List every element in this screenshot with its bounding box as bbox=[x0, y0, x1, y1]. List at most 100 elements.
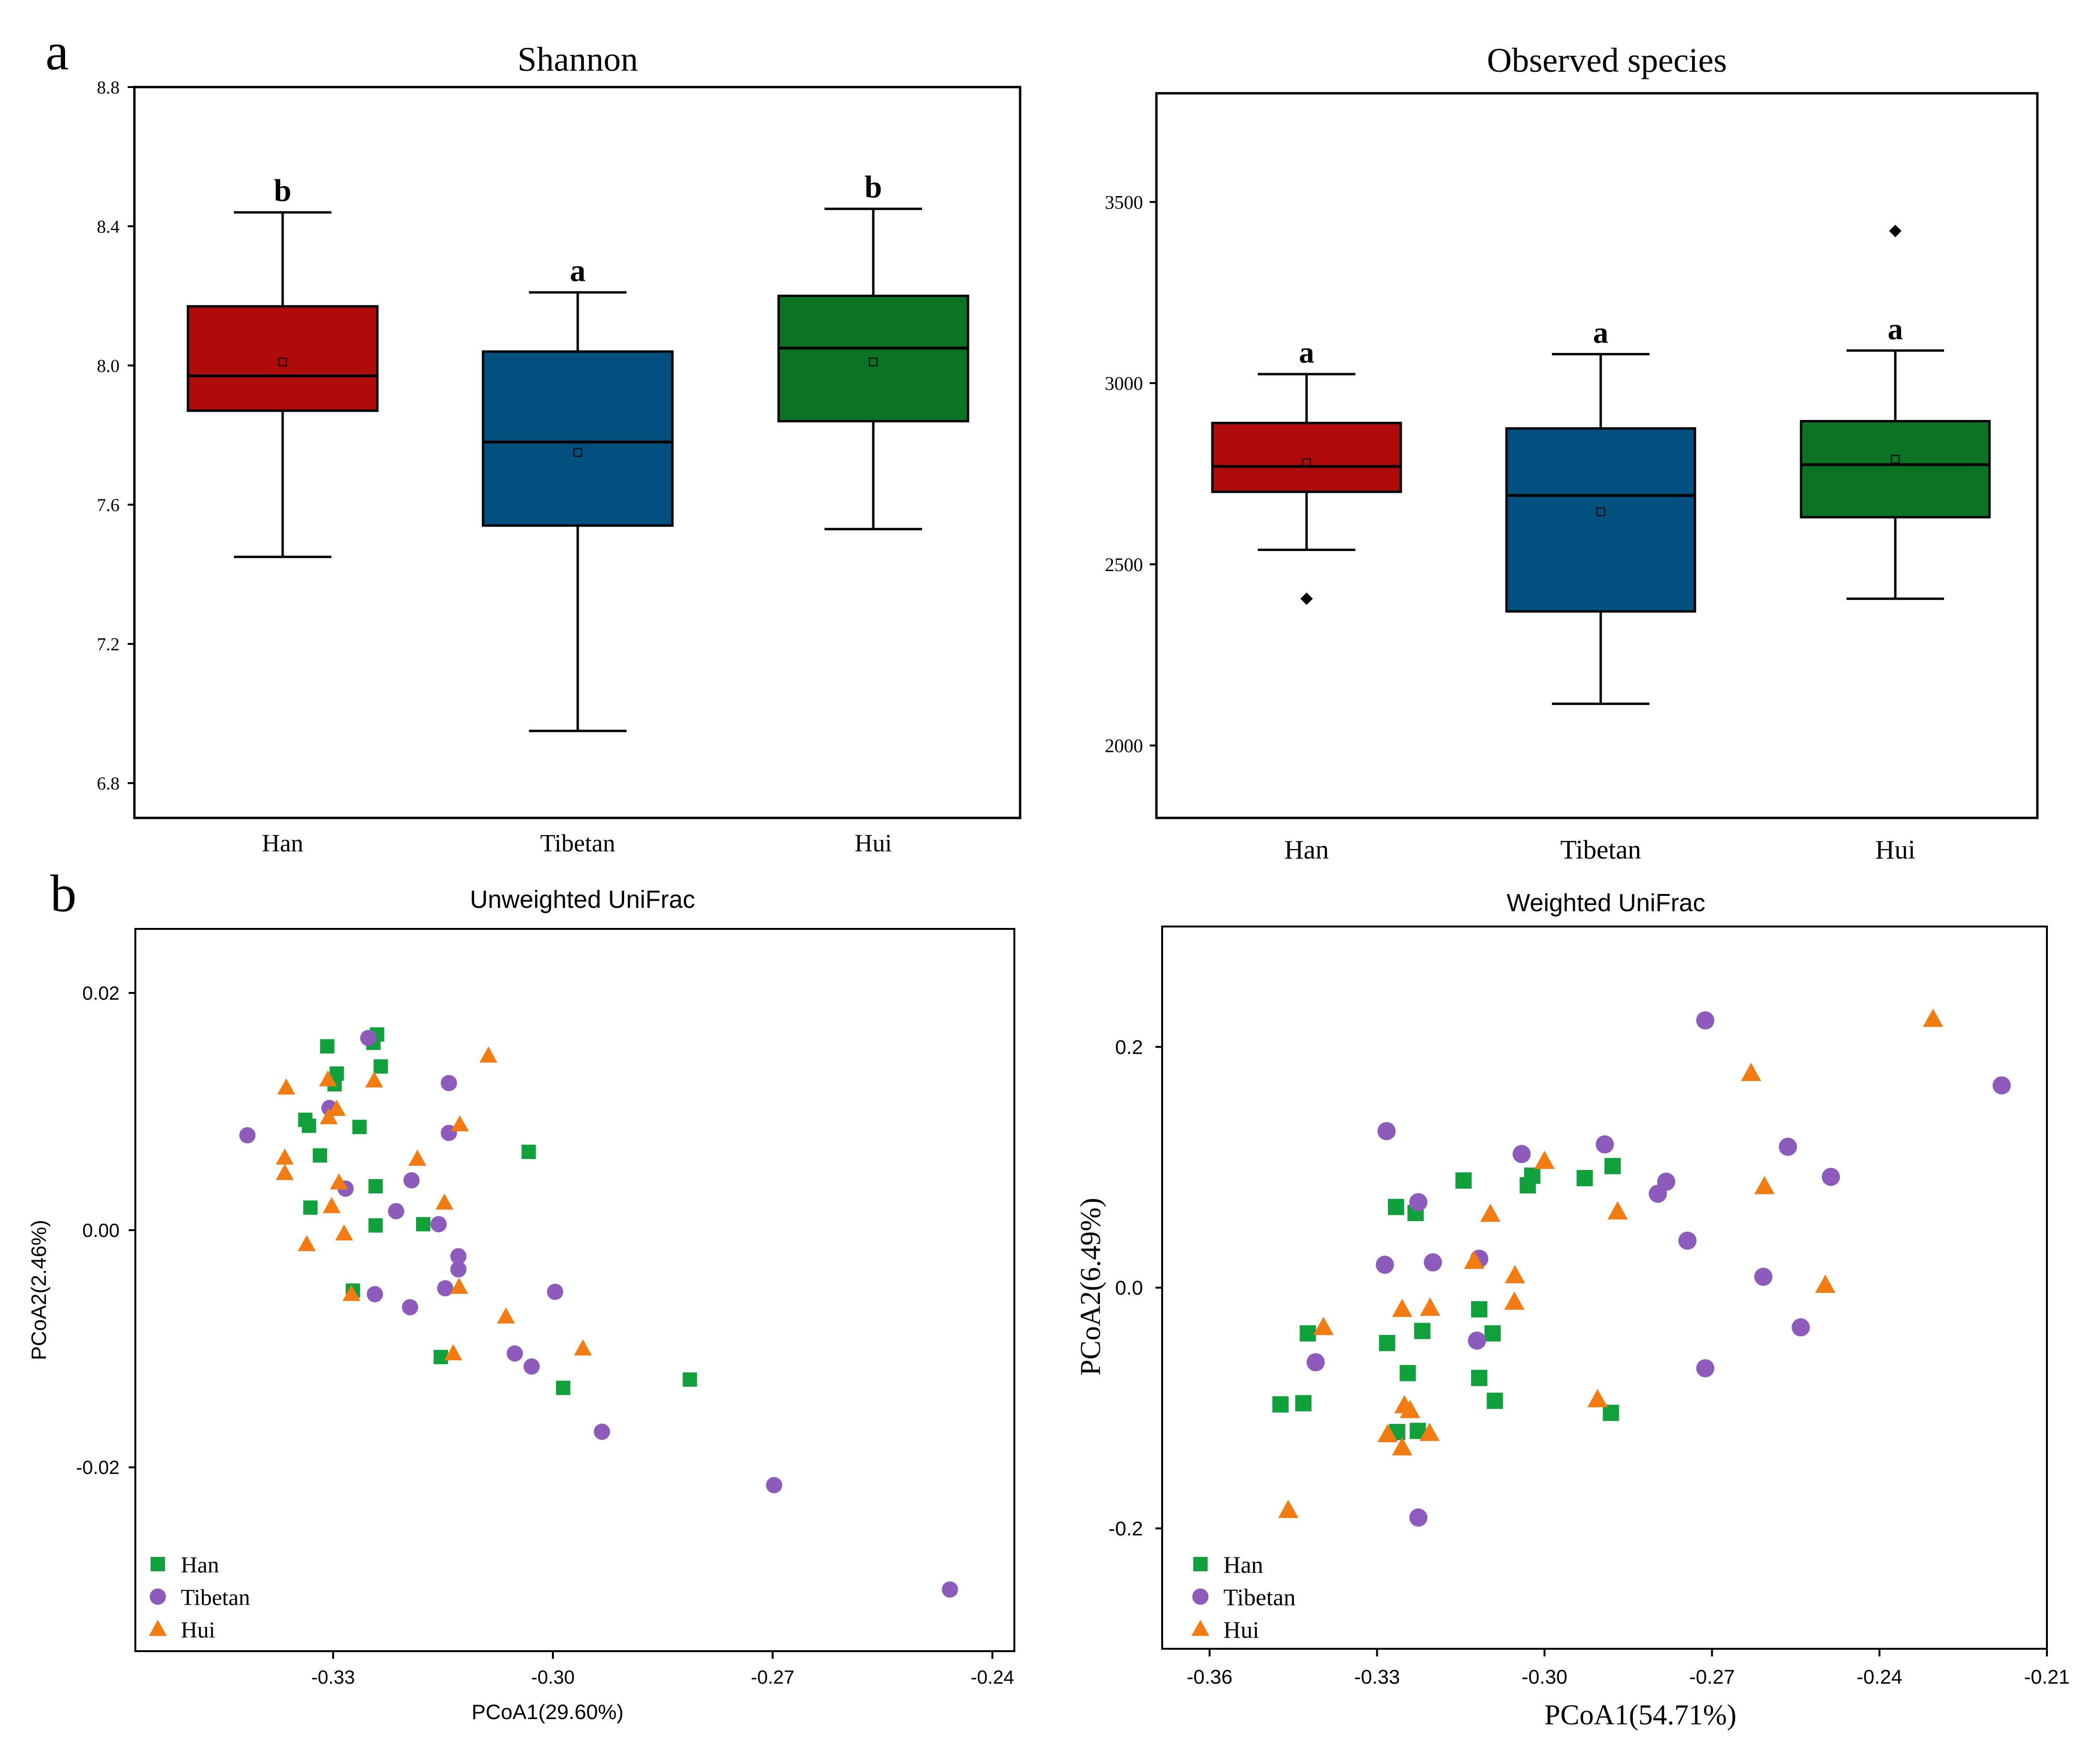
hui-point bbox=[479, 1046, 498, 1063]
unweighted-legend: Han Tibetan Hui bbox=[149, 1552, 250, 1643]
tibetan-point bbox=[1649, 1184, 1667, 1203]
hui-point bbox=[1607, 1201, 1628, 1220]
hui-point bbox=[335, 1224, 353, 1241]
hui-point bbox=[1754, 1176, 1775, 1194]
weighted-ylabel: PCoA2(6.49%) bbox=[1075, 1198, 1106, 1376]
tibetan-point bbox=[402, 1299, 418, 1315]
weighted-legend: Han Tibetan Hui bbox=[1191, 1551, 1296, 1643]
panel-label-b: b bbox=[50, 864, 77, 923]
han-point bbox=[303, 1200, 318, 1215]
hui-point bbox=[451, 1115, 469, 1132]
tibetan-point bbox=[942, 1581, 958, 1598]
weighted-series-tibetan bbox=[1306, 1011, 2011, 1527]
iqr-box bbox=[482, 350, 674, 527]
shannon-ytick-label: 8.0 bbox=[97, 356, 120, 376]
tibetan-point bbox=[1375, 1256, 1394, 1274]
weighted-xtick-label: -0.33 bbox=[1354, 1666, 1400, 1688]
shannon-title: Shannon bbox=[517, 40, 638, 78]
observed-box-han: a bbox=[1211, 335, 1402, 605]
significance-letter: b bbox=[865, 170, 882, 205]
tibetan-point bbox=[1468, 1331, 1486, 1350]
hui-point bbox=[1504, 1291, 1525, 1310]
tibetan-point bbox=[1409, 1508, 1428, 1527]
weighted-xtick-label: -0.36 bbox=[1187, 1666, 1232, 1688]
tibetan-point bbox=[360, 1030, 377, 1047]
tibetan-point bbox=[366, 1286, 383, 1302]
observed-xtick-label-han: Han bbox=[1284, 835, 1329, 865]
hui-point bbox=[1505, 1265, 1525, 1283]
hui-point bbox=[408, 1149, 427, 1166]
observed-title: Observed species bbox=[1487, 41, 1727, 79]
tibetan-point bbox=[1992, 1076, 2011, 1095]
unweighted-xlabel: PCoA1(29.60%) bbox=[472, 1700, 624, 1724]
mean-marker bbox=[573, 448, 583, 457]
han-point bbox=[1603, 1404, 1619, 1421]
significance-letter: b bbox=[274, 173, 292, 208]
hui-point bbox=[1419, 1423, 1440, 1441]
unweighted-ytick-label: 0.00 bbox=[82, 1220, 120, 1241]
hui-point bbox=[328, 1100, 346, 1116]
han-point bbox=[433, 1350, 448, 1365]
hui-point bbox=[1399, 1400, 1420, 1418]
han-point bbox=[368, 1179, 383, 1194]
tibetan-point bbox=[440, 1075, 457, 1092]
observed-x-axis: Han Tibetan Hui bbox=[1284, 835, 1915, 865]
observed-box-tibetan: a bbox=[1505, 315, 1696, 705]
shannon-plot-frame bbox=[133, 86, 1022, 819]
tibetan-point bbox=[1696, 1011, 1715, 1030]
observed-ytick-label: 3000 bbox=[1105, 373, 1143, 394]
hui-point bbox=[319, 1108, 338, 1125]
tibetan-point bbox=[403, 1172, 420, 1189]
weighted-xtick-label: -0.21 bbox=[2024, 1666, 2070, 1688]
significance-letter: a bbox=[1593, 315, 1608, 349]
observed-y-axis: 2000 2500 3000 3500 bbox=[1105, 191, 1156, 757]
tibetan-point bbox=[1306, 1353, 1325, 1372]
shannon-y-axis: 6.8 7.2 7.6 8.0 8.4 8.8 bbox=[97, 77, 134, 794]
han-point bbox=[1388, 1199, 1405, 1215]
observed-ytick-label: 2500 bbox=[1105, 554, 1143, 575]
hui-point bbox=[275, 1148, 294, 1165]
tibetan-point bbox=[1822, 1168, 1840, 1186]
hui-point bbox=[365, 1071, 384, 1088]
significance-letter: a bbox=[1299, 335, 1314, 369]
unweighted-title: Unweighted UniFrac bbox=[470, 886, 695, 914]
shannon-xtick-label-hui: Hui bbox=[855, 830, 892, 857]
hui-point bbox=[497, 1307, 515, 1324]
mean-marker bbox=[278, 357, 287, 367]
unweighted-ytick-label: 0.02 bbox=[82, 983, 120, 1004]
hui-point bbox=[1464, 1250, 1484, 1269]
tibetan-point bbox=[239, 1127, 256, 1144]
han-point bbox=[1272, 1396, 1289, 1413]
shannon-ytick-label: 7.2 bbox=[97, 634, 120, 654]
significance-letter: a bbox=[570, 253, 586, 288]
shannon-box-tibetan: a bbox=[482, 253, 674, 732]
weighted-title: Weighted UniFrac bbox=[1506, 889, 1705, 917]
hui-point bbox=[297, 1235, 316, 1251]
hui-point bbox=[1313, 1316, 1334, 1335]
legend-tibetan-label: Tibetan bbox=[181, 1585, 250, 1610]
legend-han-marker bbox=[151, 1557, 165, 1571]
weighted-ytick-label: -0.2 bbox=[1109, 1517, 1143, 1540]
iqr-box bbox=[1211, 421, 1402, 493]
tibetan-point bbox=[1409, 1193, 1428, 1212]
weighted-x-axis: -0.36 -0.33 -0.30 -0.27 -0.24 -0.21 bbox=[1187, 1649, 2070, 1688]
tibetan-point bbox=[766, 1477, 782, 1493]
shannon-xtick-label-han: Han bbox=[262, 830, 304, 857]
tibetan-point bbox=[1377, 1122, 1396, 1140]
observed-boxes: aa a bbox=[1211, 224, 1991, 705]
unweighted-xtick-label: -0.30 bbox=[531, 1667, 574, 1688]
shannon-boxes: b a b bbox=[187, 170, 969, 732]
unweighted-series-han bbox=[298, 1027, 697, 1395]
mean-marker bbox=[1596, 507, 1605, 517]
hui-point bbox=[330, 1173, 348, 1190]
tibetan-point bbox=[1779, 1137, 1797, 1156]
han-point bbox=[352, 1120, 367, 1135]
legend-hui-marker bbox=[149, 1620, 167, 1636]
shannon-box-hui: b bbox=[777, 170, 969, 530]
han-point bbox=[1299, 1325, 1316, 1342]
observed-ytick-label: 3500 bbox=[1105, 191, 1143, 213]
tibetan-point bbox=[1696, 1359, 1715, 1378]
unweighted-xtick-label: -0.24 bbox=[970, 1667, 1014, 1688]
shannon-ytick-label: 8.8 bbox=[97, 77, 120, 98]
